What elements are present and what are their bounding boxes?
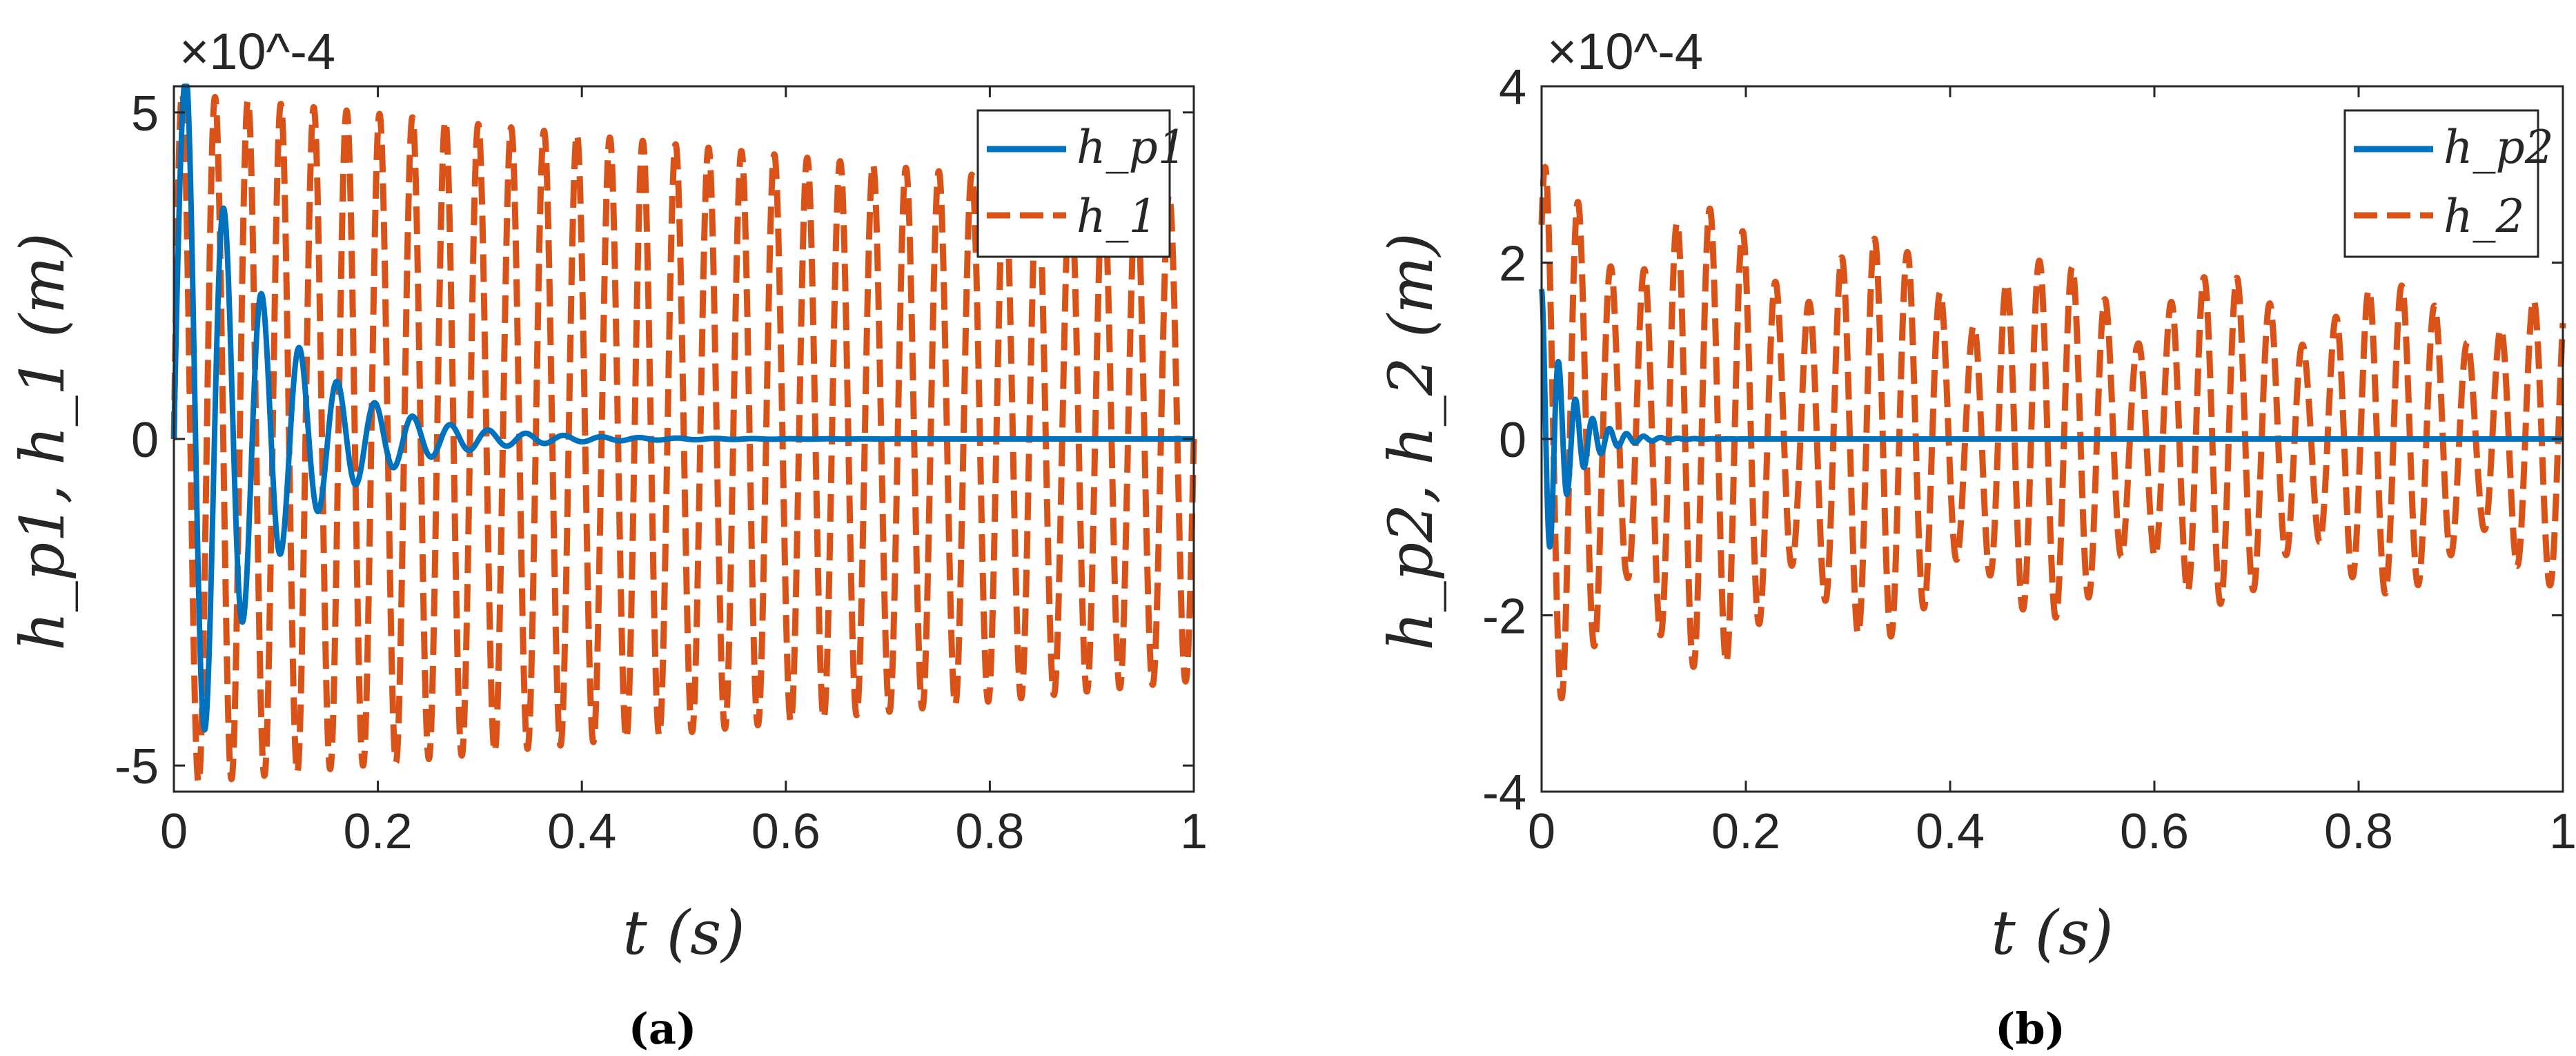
x-tick-label: 1 <box>1180 804 1208 859</box>
y-tick-label: -5 <box>115 739 159 794</box>
y-tick-label: 5 <box>131 86 159 141</box>
x-tick-label: 0.2 <box>1711 804 1780 859</box>
chart-b-ylabel: h_p2, h_2 (m) <box>1375 233 1446 651</box>
x-tick-label: 0.8 <box>2324 804 2393 859</box>
x-tick-label: 0.4 <box>1916 804 1985 859</box>
x-tick-label: 0.6 <box>751 804 820 859</box>
chart-b-ticks: 0 0.2 0.4 0.6 0.8 1 -4 -2 0 2 4 <box>1482 60 2576 859</box>
chart-a-exponent: ×10^-4 <box>179 23 335 80</box>
chart-a-panel-label: (a) <box>629 1004 697 1054</box>
chart-b-legend-label-1: h_p2 <box>2444 121 2554 174</box>
chart-a-legend-box <box>976 109 1171 258</box>
y-tick-label: 4 <box>1499 60 1526 115</box>
y-tick-label: 2 <box>1499 237 1526 292</box>
y-tick-label: -2 <box>1482 589 1526 645</box>
x-tick-label: 1 <box>2549 804 2576 859</box>
chart-b-panel-label: (b) <box>1995 1004 2065 1054</box>
x-tick-label: 0.4 <box>547 804 616 859</box>
chart-a-legend-label-1: h_p1 <box>1076 121 1187 174</box>
x-tick-label: 0 <box>160 804 188 859</box>
y-tick-label: -4 <box>1482 765 1526 821</box>
chart-a-legend: h_p1 h_1 <box>976 109 1187 258</box>
chart-a-legend-label-2: h_1 <box>1076 190 1158 243</box>
series-line-h-2 <box>1538 164 2566 702</box>
chart-b-legend-label-2: h_2 <box>2444 190 2525 243</box>
y-tick-label: 0 <box>1499 413 1526 468</box>
chart-a-xlabel: t (s) <box>622 897 745 968</box>
x-tick-label: 0.8 <box>955 804 1024 859</box>
chart-b-legend: h_p2 h_2 <box>2343 109 2554 258</box>
series-line-h-p2 <box>1539 289 2566 550</box>
series-line-h-p1 <box>171 84 1197 733</box>
chart-a-curves <box>170 84 1197 786</box>
chart-a-ylabel: h_p1, h_1 (m) <box>7 233 78 651</box>
chart-b-legend-box <box>2343 109 2539 258</box>
x-tick-label: 0 <box>1528 804 1555 859</box>
x-tick-label: 0.6 <box>2120 804 2189 859</box>
y-tick-label: 0 <box>131 413 159 468</box>
chart-panel-a: 0 0.2 0.4 0.6 0.8 1-505 ×10^-4 t (s) h_p1, h_… <box>7 23 1208 1054</box>
x-tick-label: 0.2 <box>344 804 413 859</box>
chart-a-ticks: 0 0.2 0.4 0.6 0.8 1-505 <box>115 86 1208 859</box>
chart-b-xlabel: t (s) <box>1991 897 2113 968</box>
chart-b-exponent: ×10^-4 <box>1547 23 1703 80</box>
chart-b-curves <box>1538 164 2566 702</box>
chart-panel-b: 0 0.2 0.4 0.6 0.8 1 -4 -2 0 2 4 ×10^-4 t (s) h_p2,… <box>1375 23 2576 1054</box>
